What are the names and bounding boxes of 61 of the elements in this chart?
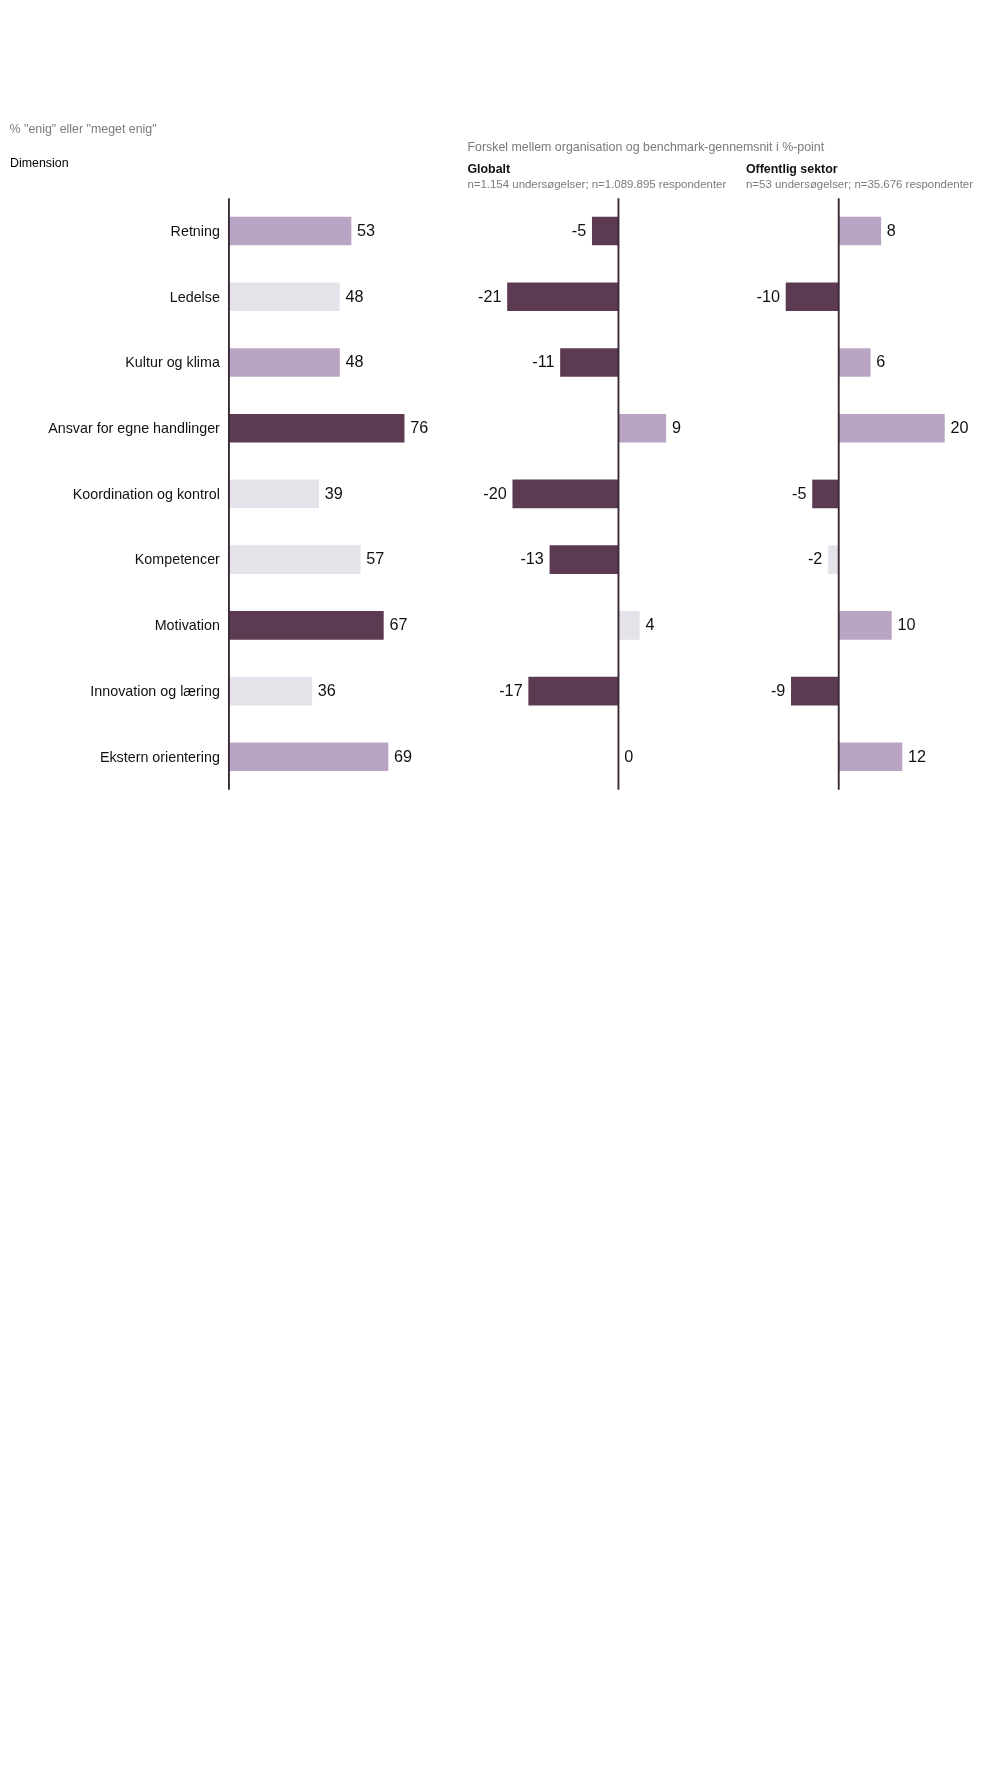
- bar: [828, 545, 839, 574]
- bar: [228, 611, 384, 640]
- data-label: -17: [499, 680, 523, 699]
- data-label: 6: [876, 352, 886, 371]
- y-tick-label: Ansvar for egne handlinger: [48, 419, 221, 436]
- bar: [838, 742, 903, 772]
- bar: [838, 413, 945, 443]
- bar: [228, 479, 320, 509]
- data-label: -5: [571, 220, 587, 239]
- y-tick-label: Kultur og klima: [125, 354, 220, 371]
- data-label: 48: [345, 286, 364, 305]
- data-label: 57: [366, 549, 385, 568]
- data-label: -11: [532, 352, 555, 371]
- text: Forskel mellem organisation og benchmark-gennemsnit i %-point: [467, 140, 825, 155]
- bar: [785, 282, 839, 312]
- data-label: -10: [756, 286, 780, 305]
- data-label: -2: [807, 549, 823, 568]
- data-label: 36: [317, 680, 336, 699]
- data-label: 4: [645, 615, 655, 634]
- bar: [228, 282, 340, 312]
- bar: [228, 216, 352, 246]
- data-label: 9: [671, 417, 681, 436]
- bar: [228, 676, 313, 706]
- data-label: -13: [520, 549, 544, 568]
- chart-title: Offentlig sektor: [745, 162, 838, 177]
- data-label: 67: [389, 615, 408, 634]
- bar: [838, 348, 871, 377]
- data-label: 10: [897, 615, 916, 634]
- y-tick-label: Ekstern orientering: [99, 748, 220, 765]
- y-tick-label: Ledelse: [169, 288, 220, 305]
- data-label: 0: [624, 746, 634, 765]
- data-label: 69: [394, 746, 413, 765]
- bar: [228, 742, 389, 772]
- y-tick-label: Motivation: [154, 617, 220, 634]
- bar: [812, 479, 839, 509]
- data-label: -9: [770, 680, 786, 699]
- data-label: -20: [483, 483, 507, 502]
- y-tick-label: Retning: [170, 222, 220, 239]
- data-label: 76: [410, 417, 429, 436]
- text: % "enig" eller "meget enig": [9, 122, 157, 137]
- data-label: 39: [324, 483, 343, 502]
- data-label: 8: [886, 220, 896, 239]
- chart-subtitle: n=53 undersøgelser; n=35.676 respondenter: [745, 177, 974, 190]
- data-label: 20: [950, 417, 969, 436]
- chart-subtitle: n=1.154 undersøgelser; n=1.089.895 respondenter: [467, 177, 727, 190]
- data-label: 53: [357, 220, 376, 239]
- bar: [228, 545, 361, 574]
- data-label: 12: [908, 746, 927, 765]
- y-tick-label: Koordination og kontrol: [72, 485, 220, 502]
- y-tick-label: Kompetencer: [134, 551, 221, 568]
- data-label: 48: [345, 352, 364, 371]
- bar: [791, 676, 839, 706]
- bar: [838, 216, 882, 246]
- bar: [228, 413, 405, 443]
- y-tick-label: Innovation og læring: [90, 682, 220, 699]
- data-label: -5: [792, 483, 807, 502]
- chart-title: Globalt: [467, 162, 511, 177]
- bar: [228, 348, 340, 377]
- y-axis-title: Dimension: [10, 156, 69, 171]
- bar: [838, 611, 892, 640]
- data-label: -21: [478, 286, 502, 305]
